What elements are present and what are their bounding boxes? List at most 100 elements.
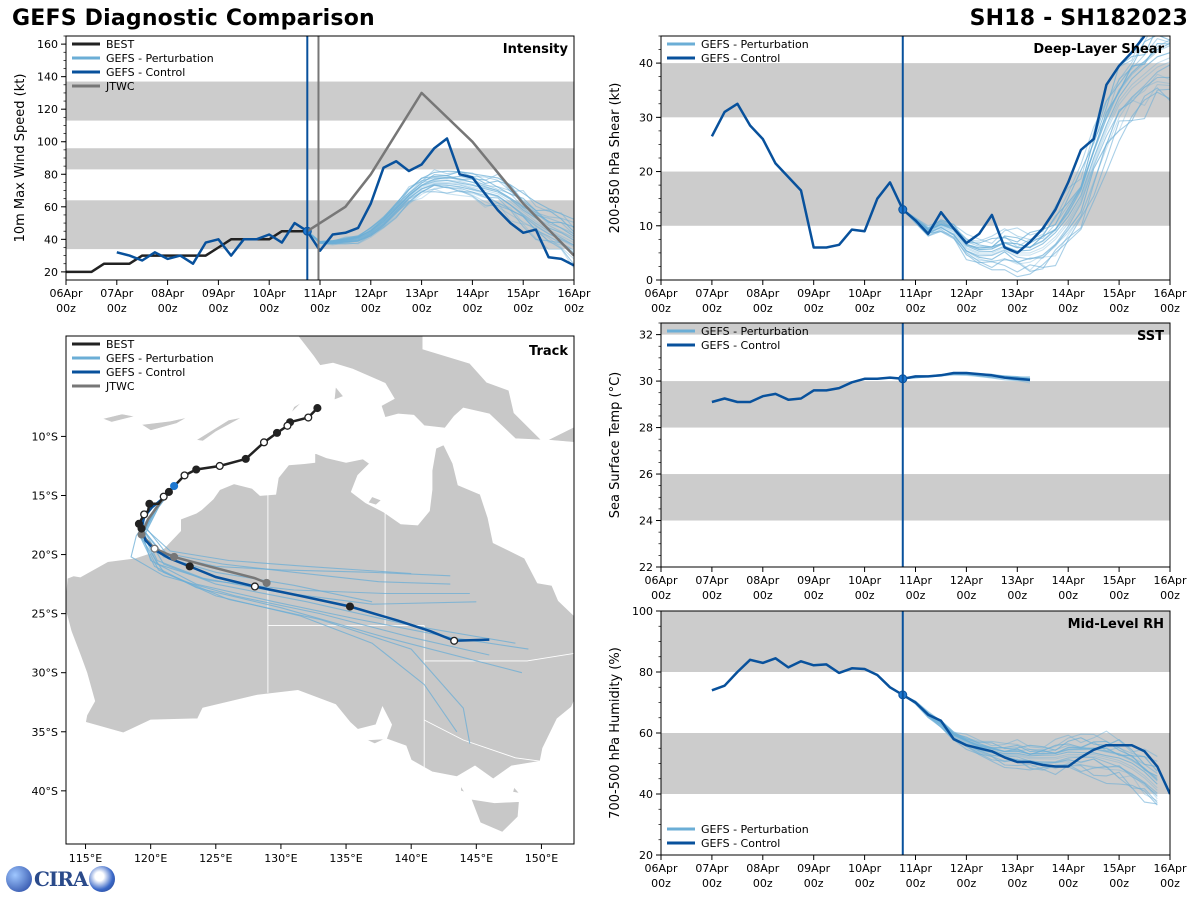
best-line [66,229,308,274]
y-tick-label: 120 [37,103,58,116]
y-tick-label: 100 [632,605,653,618]
x-tick-label: 06Apr [644,287,678,300]
perturbation-line [306,175,574,243]
perturbation-line [902,52,1170,253]
x-tick-label: 00z [1058,589,1078,602]
best-track-point [145,499,154,508]
y-tick-label: 30 [639,375,653,388]
x-tick-label: 00z [463,302,483,315]
control-track-point [137,524,146,533]
shaded-band [66,200,574,250]
y-tick-label: 22 [639,561,653,574]
x-tick-label: 00z [1007,302,1027,315]
x-tick-label: 00z [1160,589,1180,602]
island-landmass [512,786,521,794]
x-tick-label: 00z [753,877,773,890]
x-tick-label: 11Apr [899,287,933,300]
control-line [710,36,1146,255]
plot-area [711,657,1170,806]
panel-title: Mid-Level RH [1068,617,1164,632]
legend-label-best: BEST [106,338,134,351]
state-border [424,653,574,662]
x-tick-label: 125°E [199,852,232,865]
x-tick-label: 00z [651,877,671,890]
x-tick-label: 00z [906,302,926,315]
y-tick-label: 30°S [32,667,58,680]
legend-label-control: GEFS - Control [701,837,780,850]
legend-label-perturb: GEFS - Perturbation [701,38,809,51]
x-tick-label: 09Apr [797,862,831,875]
y-axis-label: 700-500 hPa Humidity (%) [608,647,623,819]
x-tick-label: 06Apr [49,287,83,300]
perturbation-track [146,485,451,585]
panel-title: Intensity [503,42,569,57]
island-landmass [546,426,574,443]
x-tick-label: 00z [259,302,279,315]
island-landmass [195,417,242,442]
x-tick-label: 00z [702,589,722,602]
x-tick-label: 10Apr [848,862,882,875]
y-axis-label: 200-850 hPa Shear (kt) [608,83,623,234]
x-tick-label: 00z [1007,877,1027,890]
legend-label-control: GEFS - Control [106,66,185,79]
island-landmass [101,413,136,423]
x-tick-label: 00z [1109,302,1129,315]
control-line [711,371,1031,404]
control-line [116,137,574,267]
panel-track: 115°E 120°E 125°E 130°E 135°E 140°E 145°E 150°E… [32,335,575,865]
legend-label-perturb: GEFS - Perturbation [701,325,809,338]
x-tick-label: 00z [1058,302,1078,315]
perturbation-line [902,84,1170,272]
y-tick-label: 0 [646,274,653,287]
perturbation-line [902,64,1170,260]
y-tick-label: 20 [639,849,653,862]
x-tick-label: 00z [1058,877,1078,890]
jtwc-track-point [150,544,159,553]
state-border [423,719,542,762]
best-track-point [259,438,269,447]
x-tick-label: 08Apr [746,862,780,875]
best-track-point [192,465,201,474]
x-tick-label: 00z [564,302,584,315]
figure-title: GEFS Diagnostic Comparison [12,6,375,31]
shaded-band [661,474,1170,521]
control-track-point [185,562,194,571]
perturbation-line [902,91,1170,278]
x-tick-label: 00z [56,302,76,315]
x-tick-label: 16Apr [1153,574,1187,587]
island-landmass [366,738,386,744]
control-track-point [345,602,355,611]
x-tick-label: 00z [855,877,875,890]
tasmania-landmass [470,798,520,833]
x-tick-label: 00z [1160,877,1180,890]
x-tick-label: 13Apr [1001,574,1035,587]
control-track-point [250,582,259,591]
x-tick-label: 135°E [329,852,362,865]
shaded-band [661,733,1170,794]
map-area [66,336,574,833]
y-tick-label: 40 [639,788,653,801]
perturbation-line [306,184,574,252]
perturbation-line [902,57,1170,254]
panel-rh: 20 40 60 80 100 06Apr 00z 07Apr 00z 08Apr 00z 09Apr… [608,605,1187,890]
perturbation-line [902,42,1170,249]
cira-logo: CIRA [6,866,116,892]
island-landmass [333,386,344,401]
x-tick-label: 00z [107,302,127,315]
legend-label-perturb: GEFS - Perturbation [106,52,214,65]
x-tick-label: 15Apr [1103,862,1137,875]
x-tick-label: 00z [702,877,722,890]
perturbation-line [306,170,574,243]
x-tick-label: 12Apr [950,287,984,300]
best-track-point [283,421,292,430]
x-tick-label: 10Apr [848,574,882,587]
logo-globe-icon [6,866,32,892]
y-tick-label: 32 [639,329,653,342]
panel-shear: 0 10 20 30 40 06Apr 00z 07Apr 00z 08Apr 00z 09Apr 00… [608,35,1187,315]
x-tick-label: 14Apr [1052,574,1086,587]
x-tick-label: 140°E [394,852,427,865]
x-tick-label: 150°E [525,852,558,865]
perturbation-line [902,694,1158,806]
x-tick-label: 00z [957,589,977,602]
x-tick-label: 00z [1109,589,1129,602]
